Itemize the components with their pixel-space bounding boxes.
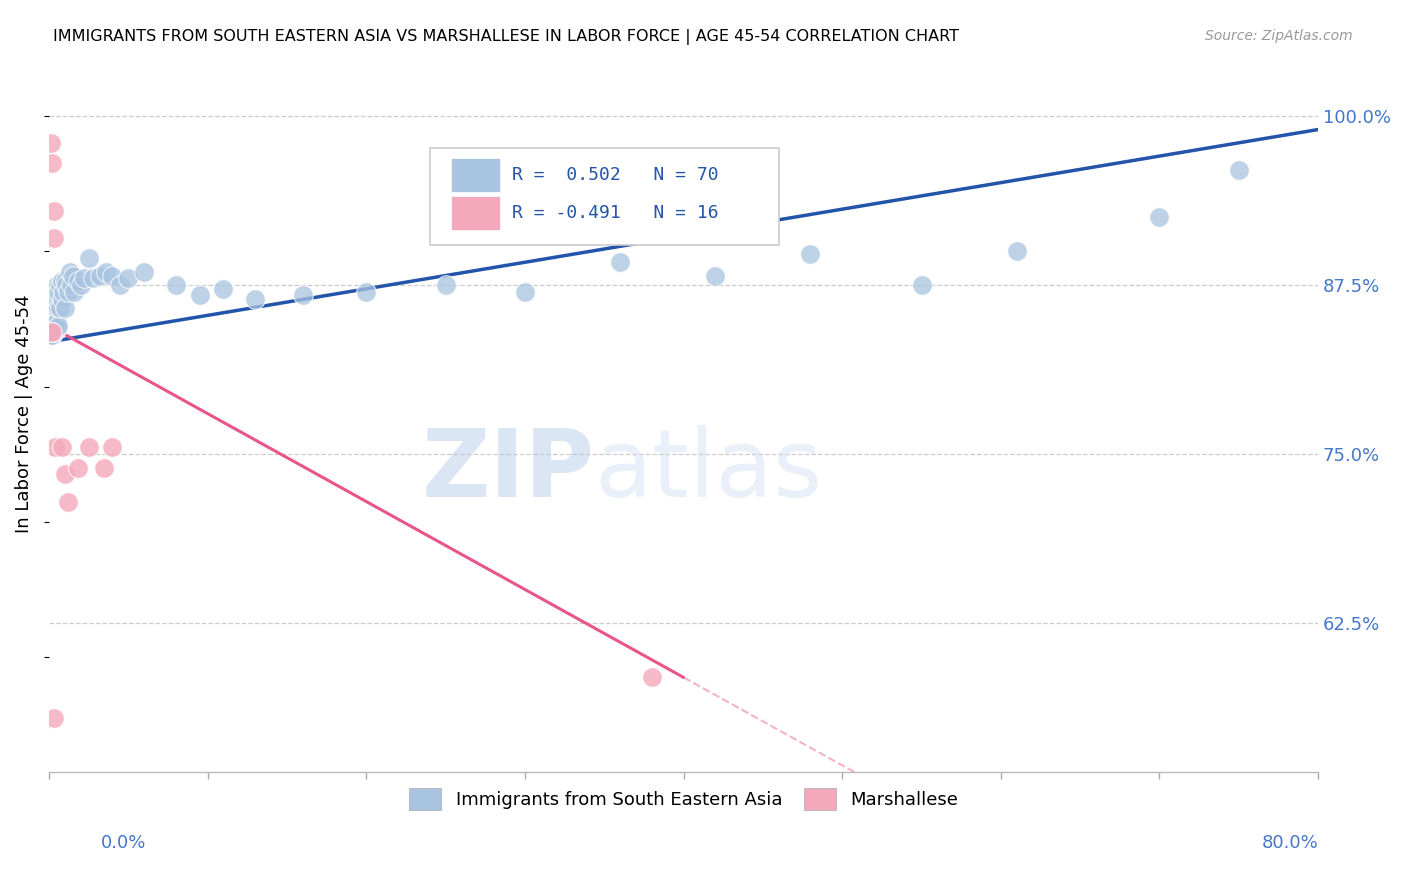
- Point: [45, 321, 67, 335]
- Point: [55, 278, 77, 293]
- Point: [66, 274, 89, 288]
- Point: [39, 321, 62, 335]
- Point: [49, 301, 72, 315]
- Point: [44, 301, 66, 315]
- Point: [39, 326, 62, 340]
- Point: [48, 318, 70, 333]
- Point: [41, 321, 63, 335]
- Point: [42, 711, 65, 725]
- Point: [39, 318, 62, 333]
- Point: [41, 326, 63, 340]
- Point: [41, 326, 63, 340]
- Point: [39, 326, 62, 340]
- Point: [60, 278, 83, 293]
- Point: [44, 315, 66, 329]
- Y-axis label: In Labor Force | Age 45-54: In Labor Force | Age 45-54: [15, 294, 32, 533]
- Point: [39, 318, 62, 333]
- Point: [69, 278, 91, 293]
- FancyBboxPatch shape: [451, 158, 499, 192]
- Text: R =  0.502   N = 70: R = 0.502 N = 70: [512, 166, 718, 184]
- Point: [39, 326, 62, 340]
- Point: [910, 278, 932, 293]
- FancyBboxPatch shape: [430, 148, 779, 245]
- Point: [89, 268, 111, 283]
- Point: [39, 136, 62, 150]
- Point: [44, 321, 66, 335]
- Point: [39, 328, 62, 343]
- Point: [110, 278, 132, 293]
- Point: [53, 274, 76, 288]
- Point: [45, 278, 67, 293]
- Point: [77, 441, 100, 455]
- Point: [45, 292, 67, 306]
- Point: [44, 305, 66, 319]
- Point: [63, 285, 86, 299]
- Point: [73, 271, 96, 285]
- Point: [42, 321, 65, 335]
- Point: [41, 328, 63, 343]
- Point: [101, 268, 124, 283]
- Point: [51, 292, 73, 306]
- Point: [56, 285, 79, 299]
- Point: [53, 467, 76, 482]
- Point: [245, 292, 267, 306]
- Point: [39, 326, 62, 340]
- Point: [93, 460, 115, 475]
- Point: [51, 274, 73, 288]
- Point: [42, 231, 65, 245]
- Point: [641, 670, 664, 684]
- Point: [94, 264, 117, 278]
- Point: [101, 441, 124, 455]
- Legend: Immigrants from South Eastern Asia, Marshallese: Immigrants from South Eastern Asia, Mars…: [401, 780, 966, 817]
- Point: [609, 255, 631, 269]
- Point: [53, 301, 76, 315]
- Point: [39, 321, 62, 335]
- Point: [62, 268, 84, 283]
- Point: [45, 315, 67, 329]
- Point: [41, 156, 63, 170]
- Point: [56, 494, 79, 508]
- Text: R = -0.491   N = 16: R = -0.491 N = 16: [512, 204, 718, 222]
- Point: [41, 321, 63, 335]
- Point: [41, 315, 63, 329]
- Point: [41, 318, 63, 333]
- Point: [48, 301, 70, 315]
- Point: [513, 285, 536, 299]
- Point: [704, 268, 727, 283]
- Text: atlas: atlas: [595, 425, 823, 517]
- Point: [799, 247, 821, 261]
- Text: IMMIGRANTS FROM SOUTH EASTERN ASIA VS MARSHALLESE IN LABOR FORCE | AGE 45-54 COR: IMMIGRANTS FROM SOUTH EASTERN ASIA VS MA…: [53, 29, 959, 45]
- Point: [42, 312, 65, 326]
- Point: [188, 287, 211, 301]
- Point: [1005, 244, 1028, 259]
- Point: [58, 264, 80, 278]
- Point: [44, 441, 66, 455]
- Point: [48, 285, 70, 299]
- Point: [356, 285, 378, 299]
- Point: [39, 318, 62, 333]
- Point: [66, 460, 89, 475]
- Point: [117, 271, 139, 285]
- Point: [134, 264, 156, 278]
- Text: 0.0%: 0.0%: [101, 834, 146, 852]
- Point: [434, 278, 457, 293]
- Point: [212, 282, 235, 296]
- Text: ZIP: ZIP: [422, 425, 595, 517]
- Point: [291, 287, 314, 301]
- Text: Source: ZipAtlas.com: Source: ZipAtlas.com: [1205, 29, 1353, 43]
- Point: [51, 441, 73, 455]
- Text: 80.0%: 80.0%: [1263, 834, 1319, 852]
- Point: [1227, 163, 1250, 178]
- Point: [42, 315, 65, 329]
- Point: [1149, 211, 1171, 225]
- FancyBboxPatch shape: [451, 195, 499, 230]
- Point: [165, 278, 187, 293]
- Point: [77, 251, 100, 265]
- Point: [49, 278, 72, 293]
- Point: [42, 203, 65, 218]
- Point: [82, 271, 104, 285]
- Point: [42, 326, 65, 340]
- Point: [52, 285, 75, 299]
- Point: [39, 315, 62, 329]
